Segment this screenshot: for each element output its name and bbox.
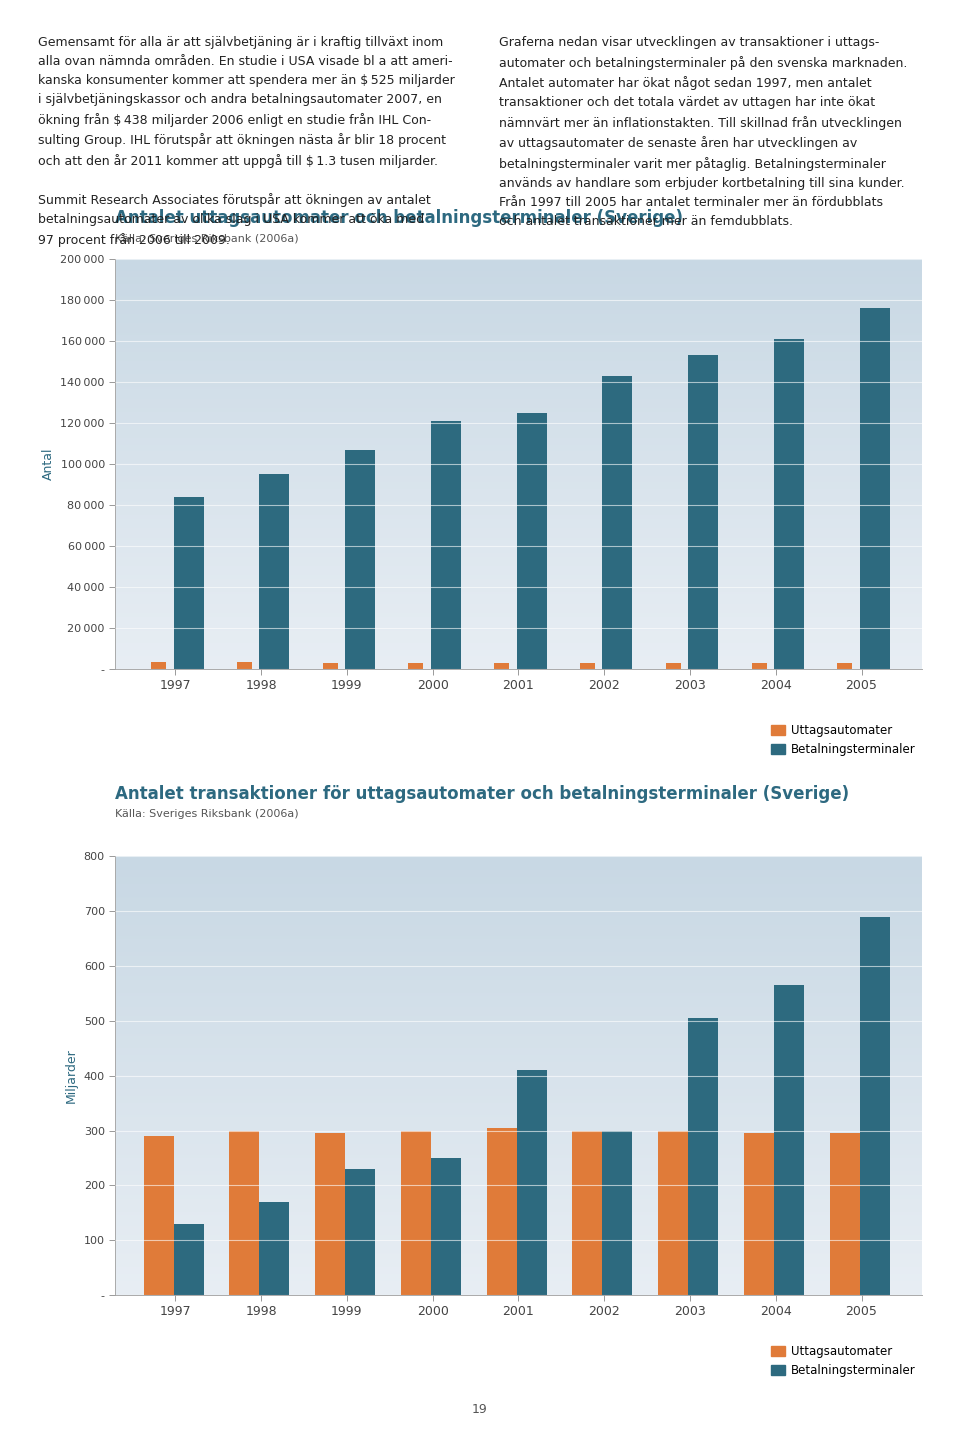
Bar <box>829 1134 860 1295</box>
Bar <box>860 308 890 669</box>
Bar <box>665 662 681 669</box>
Bar <box>431 422 461 669</box>
Bar <box>229 1131 259 1295</box>
Bar <box>408 662 423 669</box>
Bar <box>143 1135 174 1295</box>
Bar <box>174 496 204 669</box>
Bar <box>860 917 890 1295</box>
Y-axis label: Antal: Antal <box>42 448 55 481</box>
Y-axis label: Miljarder: Miljarder <box>65 1048 78 1104</box>
Text: 19: 19 <box>472 1403 488 1416</box>
Bar <box>237 662 252 669</box>
Bar <box>315 1134 345 1295</box>
Bar <box>744 1134 774 1295</box>
Text: Graferna nedan visar utvecklingen av transaktioner i uttags-
automater och betal: Graferna nedan visar utvecklingen av tra… <box>499 36 907 227</box>
Bar <box>688 355 718 669</box>
Bar <box>572 1131 603 1295</box>
Bar <box>837 662 852 669</box>
Text: Källa: Sveriges Riksbank (2006a): Källa: Sveriges Riksbank (2006a) <box>115 809 299 819</box>
Bar <box>688 1017 718 1295</box>
Bar <box>174 1223 204 1295</box>
Bar <box>516 413 546 669</box>
Bar <box>580 662 595 669</box>
Bar <box>151 662 166 669</box>
Bar <box>603 1131 633 1295</box>
Bar <box>774 340 804 669</box>
Bar <box>345 1168 375 1295</box>
Bar <box>487 1128 516 1295</box>
Text: Antalet uttagsautomater och betalningsterminaler (Sverige): Antalet uttagsautomater och betalningste… <box>115 209 684 227</box>
Bar <box>494 662 509 669</box>
Bar <box>431 1158 461 1295</box>
Legend: Uttagsautomater, Betalningsterminaler: Uttagsautomater, Betalningsterminaler <box>771 1345 916 1377</box>
Text: Gemensamt för alla är att självbetjäning är i kraftig tillväxt inom
alla ovan nä: Gemensamt för alla är att självbetjäning… <box>38 36 455 246</box>
Bar <box>345 450 375 669</box>
Bar <box>603 376 633 669</box>
Text: Antalet transaktioner för uttagsautomater och betalningsterminaler (Sverige): Antalet transaktioner för uttagsautomate… <box>115 784 850 803</box>
Legend: Uttagsautomater, Betalningsterminaler: Uttagsautomater, Betalningsterminaler <box>771 724 916 755</box>
Bar <box>752 662 766 669</box>
Bar <box>259 1202 289 1295</box>
Text: Källa: Sveriges Riksbank (2006a): Källa: Sveriges Riksbank (2006a) <box>115 233 299 243</box>
Bar <box>323 662 338 669</box>
Bar <box>516 1071 546 1295</box>
Bar <box>774 986 804 1295</box>
Bar <box>259 475 289 669</box>
Bar <box>401 1131 431 1295</box>
Bar <box>659 1131 688 1295</box>
